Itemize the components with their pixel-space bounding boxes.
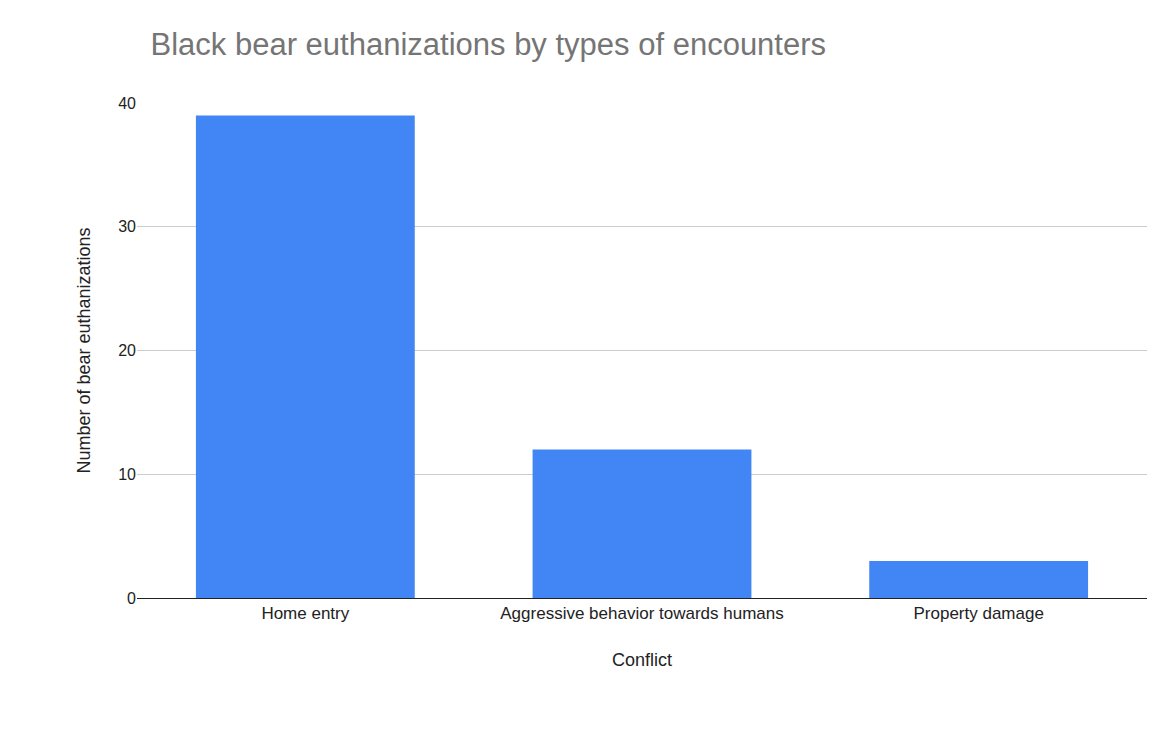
svg-text:20: 20 <box>118 342 136 359</box>
svg-text:Property damage: Property damage <box>913 604 1043 623</box>
svg-text:40: 40 <box>118 95 136 112</box>
svg-text:10: 10 <box>118 466 136 483</box>
svg-text:30: 30 <box>118 218 136 235</box>
svg-text:0: 0 <box>127 590 136 607</box>
svg-text:Black bear euthanizations by t: Black bear euthanizations by types of en… <box>151 27 827 62</box>
svg-text:Number of bear euthanizations: Number of bear euthanizations <box>74 227 94 473</box>
svg-text:Aggressive behavior towards hu: Aggressive behavior towards humans <box>500 604 783 623</box>
svg-text:Conflict: Conflict <box>612 650 672 670</box>
svg-text:Home entry: Home entry <box>261 604 349 623</box>
